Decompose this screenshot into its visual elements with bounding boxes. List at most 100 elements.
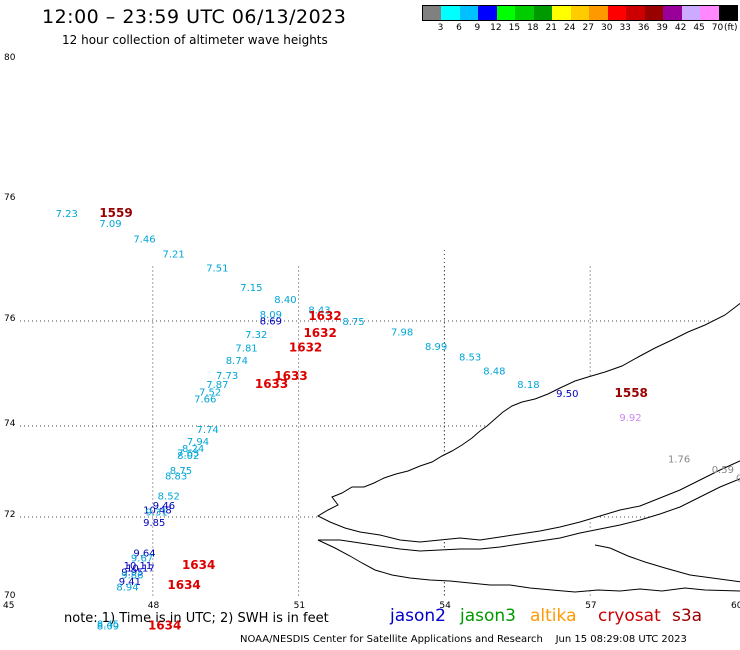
- wave-height-label: 8.18: [517, 380, 539, 391]
- wave-height-label: 8.83: [165, 472, 187, 483]
- legend-label: 12: [490, 23, 502, 33]
- legend-labels: 3 6 9 12 15 18 21 24 27 30 33 36 39 42 45 70 (ft): [422, 21, 740, 35]
- novaya-zemlya-north-island: [316, 302, 740, 543]
- legend-label: 45: [693, 23, 705, 33]
- legend-swatch: [459, 6, 479, 20]
- legend-swatch: [718, 6, 737, 20]
- lon-tick-label: 57: [585, 601, 596, 611]
- time-label: 1634: [167, 578, 200, 592]
- page-subtitle: 12 hour collection of altimeter wave hei…: [62, 33, 328, 47]
- wave-height-label: 8.48: [483, 367, 505, 378]
- wave-height-label: 7.94: [187, 437, 209, 448]
- wave-height-label: 7.46: [133, 234, 155, 245]
- corner-label: 45: [3, 601, 14, 611]
- wave-height-label: 7.21: [163, 249, 185, 260]
- lat-tick-label: 74: [4, 419, 16, 429]
- wave-height-label: 7.51: [206, 263, 228, 274]
- lat-tick-label: 70: [4, 591, 16, 601]
- time-label: 1633: [274, 369, 307, 383]
- wave-height-label: 7.52: [199, 388, 221, 399]
- satellite-label-cryosat: cryosat: [598, 606, 661, 626]
- time-label: 1558: [615, 386, 648, 400]
- legend-swatch: [700, 6, 719, 20]
- legend-label: 6: [456, 23, 462, 33]
- credit-line: NOAA/NESDIS Center for Satellite Applica…: [240, 634, 687, 645]
- satellite-label-altika: altika: [530, 606, 577, 626]
- wave-height-label: 8.45: [97, 619, 119, 630]
- legend-label: 42: [674, 23, 687, 33]
- wave-height-label: 7.81: [235, 343, 257, 354]
- wave-height-label: 0.59: [712, 465, 734, 476]
- lat-tick-label: 72: [4, 510, 15, 520]
- color-legend: 3 6 9 12 15 18 21 24 27 30 33 36 39 42 45 70 (ft): [422, 5, 740, 35]
- wave-height-label: 9.46: [153, 501, 175, 512]
- southern-coast: [594, 544, 740, 583]
- legend-swatch: [478, 6, 497, 20]
- lat-tick-label: 76: [4, 314, 16, 324]
- time-label: 1634: [182, 558, 215, 572]
- legend-swatch: [496, 6, 516, 20]
- wave-height-label: 7.63: [177, 448, 199, 459]
- time-label: 1632: [289, 340, 322, 354]
- wave-height-label: 8.69: [260, 317, 282, 328]
- legend-swatch: [533, 6, 553, 20]
- wave-height-label: 7.23: [56, 209, 78, 220]
- wave-height-label: 8.94: [116, 583, 138, 594]
- satellite-label-jason2: jason2: [390, 606, 446, 626]
- wave-height-label: 10.11: [124, 561, 153, 572]
- wave-height-label: 9.41: [119, 577, 141, 588]
- wave-height-label: 8.75: [170, 466, 192, 477]
- legend-swatch: [570, 6, 590, 20]
- wave-height-label: 9.67: [131, 554, 153, 565]
- wave-height-label: 0: [736, 474, 740, 485]
- wave-height-label: 9.95: [121, 568, 143, 579]
- legend-swatch: [607, 6, 627, 20]
- wave-height-label: 7.66: [194, 394, 216, 405]
- lon-tick-label: 51: [294, 601, 305, 611]
- legend-swatch: [681, 6, 701, 20]
- legend-label: 18: [527, 23, 539, 33]
- credit-text: NOAA/NESDIS Center for Satellite Applica…: [240, 634, 543, 645]
- legend-label: 30: [600, 23, 613, 33]
- legend-label: 33: [619, 23, 631, 33]
- wave-height-label: 8.40: [274, 295, 296, 306]
- legend-swatch: [423, 6, 442, 20]
- legend-swatch: [552, 6, 571, 20]
- wave-height-label: 9.92: [619, 413, 641, 424]
- time-label: 1633: [255, 377, 288, 391]
- wave-height-label: 8.53: [459, 352, 481, 363]
- satellite-label-jason3: jason3: [460, 606, 516, 626]
- units-note: note: 1) Time is in UTC; 2) SWH is in fe…: [64, 611, 329, 626]
- wave-height-label: 10.48: [143, 505, 172, 516]
- legend-label: 36: [637, 23, 650, 33]
- wave-height-label: 7.87: [206, 380, 228, 391]
- wave-height-label: 7.74: [197, 425, 219, 436]
- time-label: 1632: [308, 309, 341, 323]
- wave-height-label: 7.09: [99, 219, 121, 230]
- wave-height-label: 8.43: [308, 306, 330, 317]
- wave-height-label: 8.09: [97, 622, 119, 633]
- legend-swatch: [626, 6, 645, 20]
- wave-height-label: 7.98: [391, 328, 413, 339]
- wave-height-label: 8.24: [182, 444, 204, 455]
- wave-height-labels: 7.23 7.09 7.46 7.21 7.51 7.15 8.40 8.43 8.75 7.98…: [56, 209, 740, 633]
- lon-tick-label: 54: [439, 601, 451, 611]
- wave-height-label: 8.09: [260, 310, 282, 321]
- legend-color-bar: [422, 5, 738, 21]
- time-label: 1634: [148, 619, 181, 633]
- wave-height-label: 9.86: [121, 571, 143, 582]
- wave-height-label: 8.75: [342, 317, 364, 328]
- lon-tick-label: 48: [148, 601, 160, 611]
- wave-height-label: 9.85: [143, 518, 165, 529]
- time-label: 1559: [99, 206, 132, 220]
- legend-swatch: [663, 6, 682, 20]
- wave-height-label: 9.31: [146, 508, 168, 519]
- wave-height-label: 7.73: [216, 371, 238, 382]
- wave-height-label: 10.17: [126, 564, 155, 575]
- wave-height-label: 8.99: [425, 342, 447, 353]
- legend-label: 9: [474, 23, 481, 33]
- credit-timestamp: Jun 15 08:29:08 UTC 2023: [555, 634, 687, 645]
- coastline: [316, 302, 740, 593]
